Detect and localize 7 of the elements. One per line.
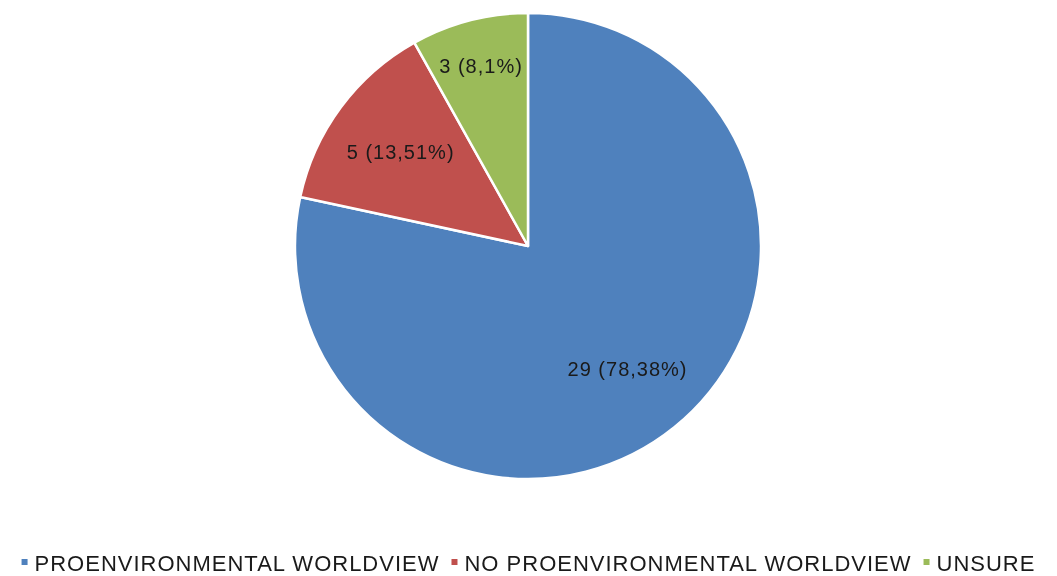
legend-label: PROENVIRONMENTAL WORLDVIEW: [34, 550, 440, 576]
pie-slice: [294, 11, 763, 481]
data-label: 29 (78,38%): [567, 358, 688, 381]
legend-label: UNSURE: [936, 550, 1036, 576]
data-label: 5 (13,51%): [346, 140, 455, 163]
legend-label: NO PROENVIRONMENTAL WORLDVIEW: [464, 550, 912, 576]
data-label: 3 (8,1%): [439, 54, 523, 77]
